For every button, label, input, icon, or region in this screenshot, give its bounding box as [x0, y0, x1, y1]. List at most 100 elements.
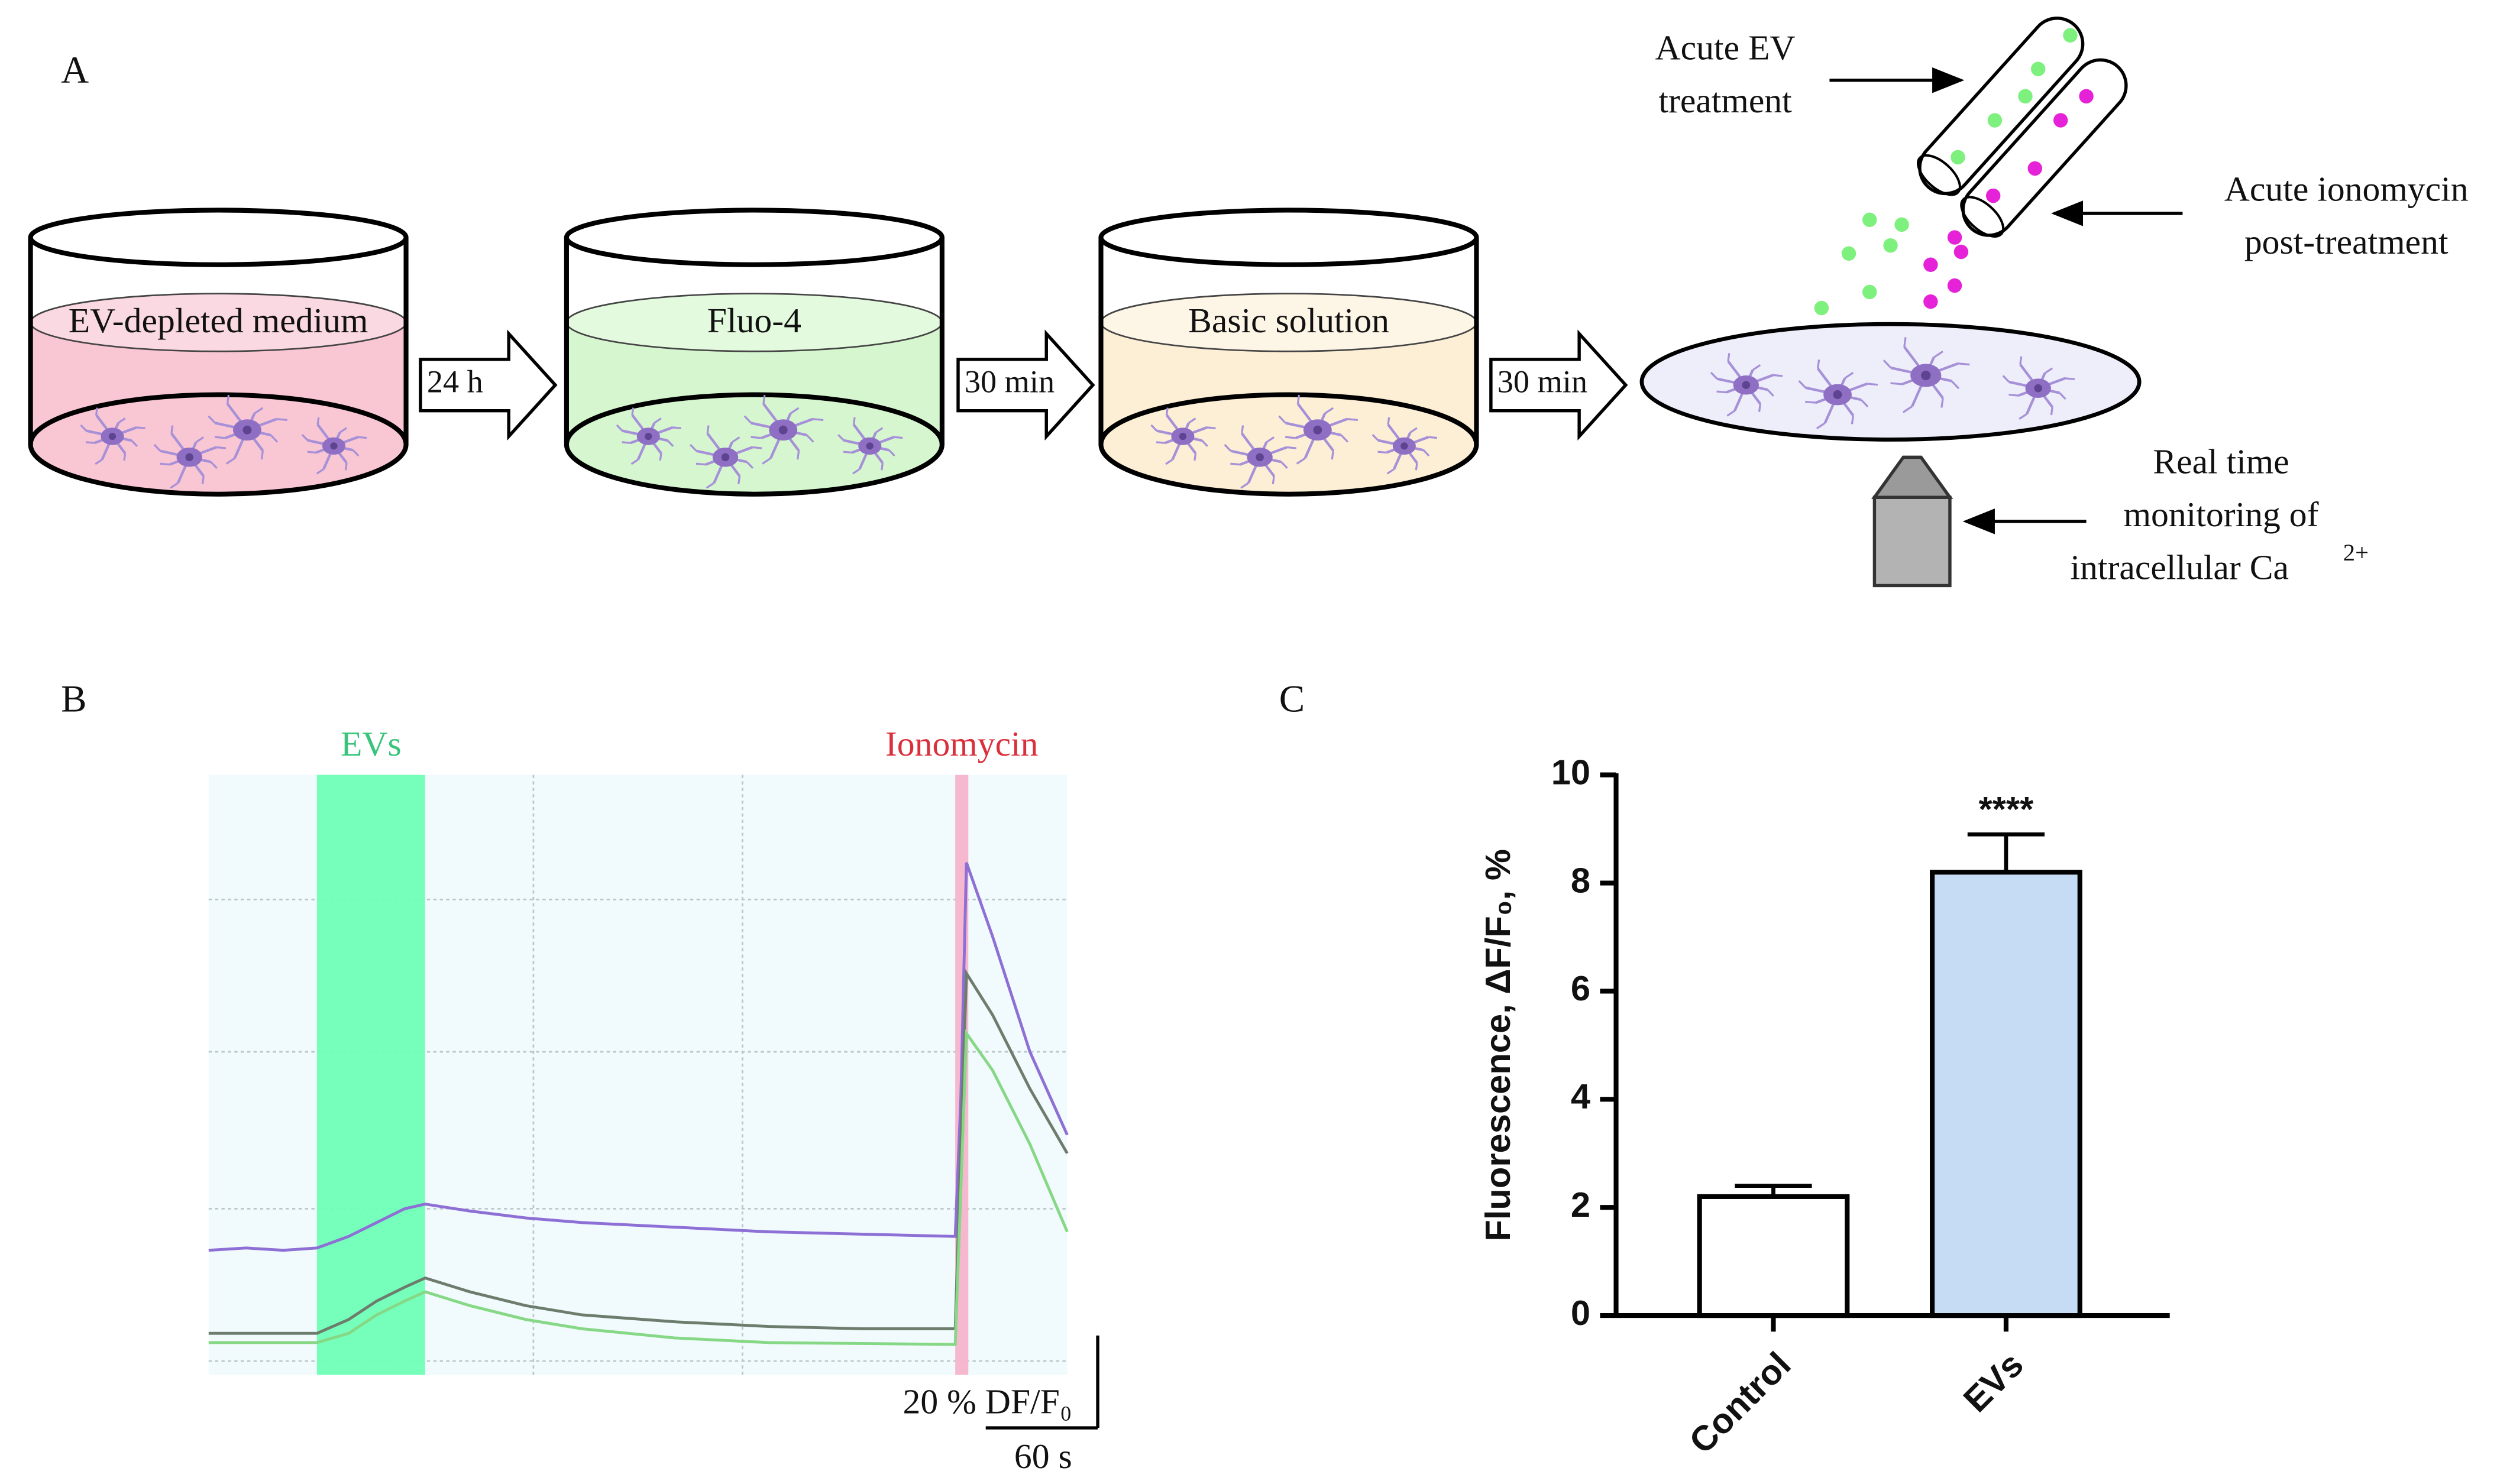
neuron — [301, 417, 367, 475]
ionomycin-dot — [1953, 244, 1969, 260]
dendrite — [201, 476, 205, 484]
dendrite — [1816, 359, 1820, 369]
dendrite — [86, 441, 95, 444]
ev-dot — [1862, 284, 1877, 300]
step-label: 30 min — [1497, 364, 1587, 400]
nucleus — [1179, 432, 1186, 440]
dendrite — [622, 441, 631, 444]
dendrite — [1951, 380, 1960, 390]
neuron — [1224, 425, 1297, 489]
dendrite — [2065, 377, 2075, 381]
neuron — [208, 394, 288, 465]
ev-dot — [1862, 212, 1877, 227]
dendrite — [339, 427, 347, 433]
neuron — [2002, 356, 2075, 420]
dendrite — [1272, 476, 1275, 484]
dendrite — [153, 443, 161, 452]
dish-label: Basic solution — [1188, 301, 1389, 340]
dish-bottom — [1098, 392, 1479, 497]
objective-tip — [1871, 455, 1953, 499]
dendrite — [160, 462, 170, 466]
y-axis-label: Fluorescence, ΔF/F₀, % — [1478, 849, 1518, 1242]
dish-bottom — [28, 392, 409, 497]
dendrite — [888, 449, 895, 457]
ionomycin-dot — [1923, 257, 1938, 272]
dendrite — [706, 425, 710, 434]
nucleus — [330, 442, 338, 450]
dendrite — [813, 418, 824, 422]
panel-label: B — [61, 678, 86, 720]
dendrite — [225, 457, 235, 465]
dish-label: EV-depleted medium — [69, 301, 368, 340]
dendrite — [1387, 417, 1390, 425]
dendrite — [1890, 382, 1903, 385]
nucleus — [1921, 370, 1931, 381]
neuron — [743, 394, 824, 465]
ionomycin-dot — [1923, 294, 1938, 309]
dendrite — [1933, 350, 1943, 358]
dish-rim — [564, 208, 945, 267]
dish-rim — [28, 208, 409, 267]
dendrite — [696, 462, 706, 466]
dendrite — [1409, 427, 1418, 433]
dendrite — [352, 449, 360, 457]
band-label: Ionomycin — [885, 724, 1039, 763]
dendrite — [1428, 436, 1438, 439]
trace — [208, 1029, 1069, 1346]
y-tick-label: 4 — [1571, 1077, 1590, 1116]
dendrite — [1207, 426, 1216, 429]
dendrite — [743, 415, 752, 424]
ionomycin-dot — [2079, 89, 2094, 104]
tube — [1917, 17, 2085, 196]
step-label: 24 h — [427, 364, 483, 400]
y-tick-label: 2 — [1571, 1185, 1590, 1224]
nucleus — [1256, 453, 1264, 462]
nucleus — [1400, 442, 1408, 450]
neuron — [837, 417, 903, 475]
dendrite — [1758, 403, 1762, 412]
nucleus — [185, 453, 194, 462]
dendrite — [852, 468, 861, 475]
y-tick-label: 0 — [1571, 1293, 1590, 1333]
tube — [1960, 58, 2128, 238]
dendrite — [118, 417, 126, 424]
dendrite — [631, 407, 635, 416]
dendrite — [731, 436, 740, 443]
dendrite — [1767, 388, 1774, 397]
dendrite — [790, 407, 800, 414]
dendrite — [1372, 434, 1379, 441]
dendrite — [1296, 394, 1301, 404]
neuron — [1278, 394, 1358, 465]
dendrite — [95, 407, 98, 416]
nucleus — [1313, 425, 1322, 435]
y-tick-label: 10 — [1551, 752, 1590, 792]
tube-body — [1961, 58, 2128, 237]
step-arrow — [1489, 329, 1628, 441]
callout-label: Acute ionomycin — [2224, 169, 2469, 208]
dendrite — [1188, 417, 1196, 424]
dendrite — [1816, 422, 1826, 430]
dendrite — [2008, 393, 2019, 397]
ionomycin-dot — [2053, 113, 2068, 128]
dendrite — [1805, 400, 1816, 404]
dendrite — [667, 440, 674, 447]
ev-dot — [1883, 238, 1898, 253]
nucleus — [2034, 384, 2042, 393]
dendrite — [2044, 367, 2053, 374]
dendrite — [1860, 399, 1869, 407]
dendrite — [1727, 353, 1731, 362]
dendrite — [170, 482, 179, 489]
scale-label: 20 % DF/F₀ — [903, 1382, 1072, 1421]
dish-bottom — [564, 392, 945, 497]
dendrite — [80, 424, 87, 432]
dendrite — [2019, 356, 2023, 365]
dendrite — [260, 451, 264, 460]
nucleus — [645, 432, 652, 440]
ev-dot — [2030, 61, 2046, 76]
nucleus — [721, 453, 730, 462]
trace — [208, 862, 1069, 1252]
dendrite — [215, 436, 226, 439]
dendrite — [316, 417, 320, 425]
